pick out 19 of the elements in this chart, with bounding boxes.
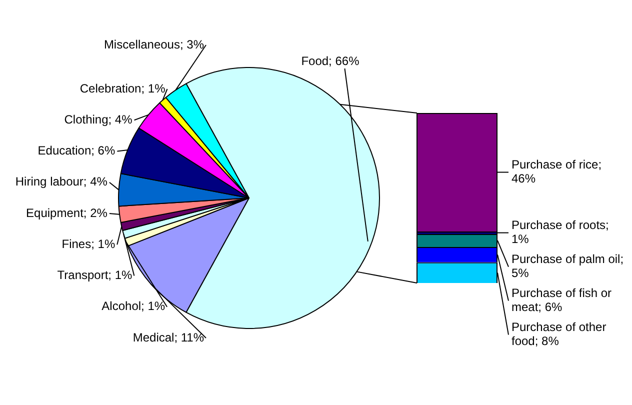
data-label: 46% <box>512 172 536 186</box>
series-label: Purchase of roots; <box>512 218 609 232</box>
series-label: Purchase of palm oil; <box>512 252 624 266</box>
data-label: 1% <box>512 232 530 246</box>
text: Purchase of fish or meat; 6% <box>512 286 612 314</box>
slice-label: Clothing; 4% <box>64 112 133 126</box>
slice-label: Celebration; 1% <box>80 81 166 96</box>
slice-label: Transport; 1% <box>57 268 133 282</box>
text: Purchase of other food; 8% <box>512 320 606 348</box>
slice-label: Hiring labour; 4% <box>15 174 108 189</box>
slice-label: Education; 6% <box>38 144 116 158</box>
slice-label: Medical; 11% <box>132 330 204 344</box>
slice-label: Fines; 1% <box>62 236 116 251</box>
slice-label: Alcohol; 1% <box>102 299 166 314</box>
series-label: Purchase of rice; <box>512 158 602 172</box>
slice-label: Miscellaneous; 3% <box>104 37 204 52</box>
data-label: 5% <box>512 266 530 280</box>
slice-label: Food; 66% <box>301 54 360 68</box>
slice-label: Equipment; 2% <box>26 206 108 220</box>
